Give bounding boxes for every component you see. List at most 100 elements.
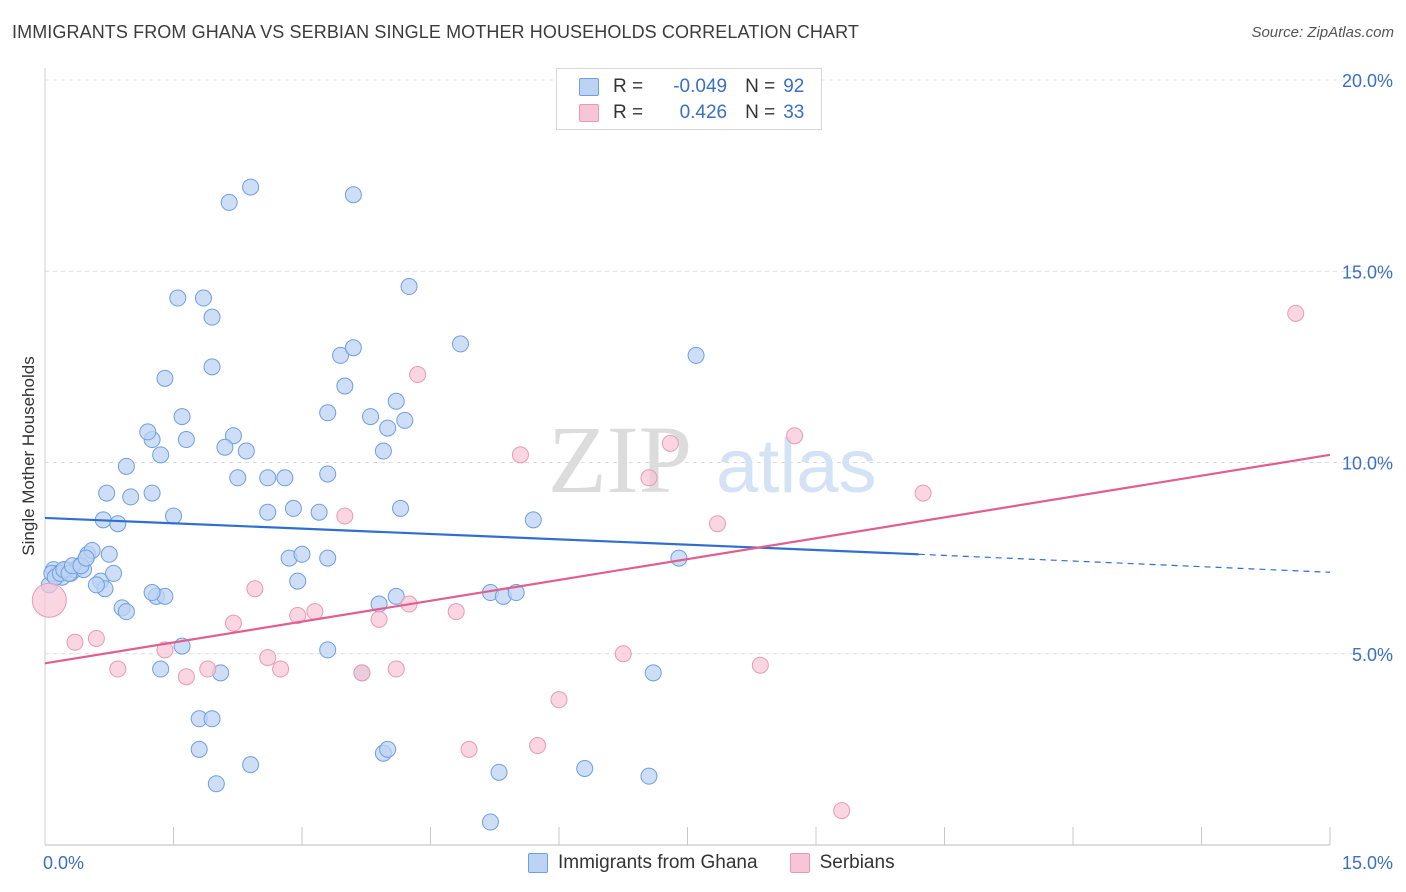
legend-label-ghana: Immigrants from Ghana	[558, 852, 758, 873]
data-point-ghana	[670, 549, 688, 567]
y-axis-label: Single Mother Households	[19, 356, 38, 555]
legend-swatch-serbians	[579, 104, 599, 122]
data-point-ghana	[139, 423, 157, 441]
data-point-serbians	[87, 629, 105, 647]
n-label: N =	[745, 102, 776, 123]
data-point-serbians	[199, 660, 217, 678]
axes	[44, 68, 1331, 846]
data-point-ghana	[169, 289, 187, 307]
data-point-ghana	[177, 431, 195, 449]
legend-row-ghana: R = -0.049 N = 92	[579, 74, 804, 100]
data-point-ghana	[640, 767, 658, 785]
data-point-ghana	[173, 408, 191, 426]
data-point-ghana	[524, 511, 542, 529]
data-point-serbians	[336, 507, 354, 525]
data-point-ghana	[332, 346, 350, 364]
data-point-ghana	[481, 813, 499, 831]
data-point-ghana	[387, 587, 405, 605]
data-point-ghana	[576, 760, 594, 777]
data-point-serbians	[1287, 304, 1305, 322]
data-point-ghana	[284, 499, 302, 517]
tick-labels: 5.0% 10.0% 15.0% 20.0% 0.0% 15.0%	[43, 71, 1393, 873]
data-point-ghana	[152, 446, 170, 464]
data-point-ghana	[220, 193, 238, 211]
chart-title: IMMIGRANTS FROM GHANA VS SERBIAN SINGLE …	[12, 22, 859, 42]
data-point-ghana	[392, 499, 410, 517]
data-point-ghana	[387, 392, 405, 410]
data-point-ghana	[276, 469, 294, 487]
data-point-ghana	[122, 488, 140, 506]
data-point-ghana	[203, 308, 221, 326]
data-point-ghana	[152, 660, 170, 678]
data-point-serbians	[409, 366, 427, 384]
trendlines	[44, 453, 1331, 665]
data-point-serbians	[246, 580, 264, 598]
data-point-ghana	[194, 289, 212, 307]
legend-row-serbians: R = 0.426 N = 33	[579, 100, 804, 126]
data-point-ghana	[319, 549, 337, 567]
data-point-serbians	[786, 427, 804, 445]
data-point-ghana	[117, 603, 135, 621]
data-point-serbians	[259, 649, 277, 667]
data-point-ghana	[229, 469, 247, 487]
source-credit: Source: ZipAtlas.com	[1251, 24, 1394, 41]
legend-swatch-serbians	[789, 853, 810, 873]
n-label: N =	[745, 76, 776, 97]
data-point-serbians	[31, 582, 67, 618]
x-tick-label-min: 0.0%	[43, 853, 84, 873]
trendline-ghana-extension	[918, 553, 1331, 573]
data-point-ghana	[105, 564, 123, 582]
data-point-ghana	[77, 549, 95, 567]
series-serbians	[31, 304, 1305, 820]
data-point-ghana	[344, 339, 362, 357]
data-point-ghana	[379, 740, 397, 758]
legend-item-serbians: Serbians	[789, 852, 895, 874]
data-point-ghana	[207, 775, 225, 793]
data-point-ghana	[644, 664, 662, 682]
data-point-ghana	[259, 469, 277, 487]
data-point-ghana	[98, 484, 116, 502]
data-point-serbians	[614, 645, 632, 663]
data-point-serbians	[529, 737, 547, 755]
data-point-ghana	[100, 545, 118, 563]
data-point-ghana	[259, 503, 277, 521]
data-point-ghana	[293, 545, 311, 563]
data-point-ghana	[216, 438, 234, 456]
data-point-ghana	[336, 377, 354, 395]
data-point-ghana	[319, 641, 337, 659]
data-point-ghana	[344, 186, 362, 204]
data-point-ghana	[490, 763, 508, 781]
data-point-ghana	[203, 710, 221, 728]
n-value: 92	[783, 76, 805, 97]
data-point-serbians	[550, 691, 568, 709]
data-point-ghana	[687, 346, 705, 364]
data-point-serbians	[511, 446, 529, 464]
data-point-ghana	[203, 358, 221, 376]
data-point-ghana	[319, 465, 337, 483]
data-point-serbians	[156, 641, 174, 659]
data-point-serbians	[370, 610, 388, 628]
y-tick-label: 15.0%	[1342, 262, 1393, 282]
data-point-serbians	[914, 484, 932, 502]
data-point-serbians	[460, 740, 478, 758]
y-tick-label: 10.0%	[1342, 454, 1393, 474]
legend-swatch-ghana	[579, 78, 599, 96]
y-tick-label: 20.0%	[1342, 71, 1393, 91]
data-point-ghana	[165, 507, 182, 525]
y-tick-label: 5.0%	[1352, 645, 1393, 665]
n-value: 33	[783, 102, 805, 123]
data-point-ghana	[362, 408, 380, 426]
r-value: -0.049	[673, 76, 728, 97]
data-point-ghana	[310, 503, 328, 521]
data-point-ghana	[143, 584, 161, 602]
data-point-ghana	[379, 419, 397, 437]
data-point-serbians	[833, 802, 851, 820]
data-point-ghana	[242, 756, 260, 774]
data-point-ghana	[224, 427, 242, 445]
data-point-serbians	[224, 614, 242, 632]
data-point-ghana	[242, 178, 260, 196]
data-point-ghana	[396, 411, 414, 429]
data-point-serbians	[109, 660, 127, 678]
data-point-ghana	[237, 442, 255, 460]
